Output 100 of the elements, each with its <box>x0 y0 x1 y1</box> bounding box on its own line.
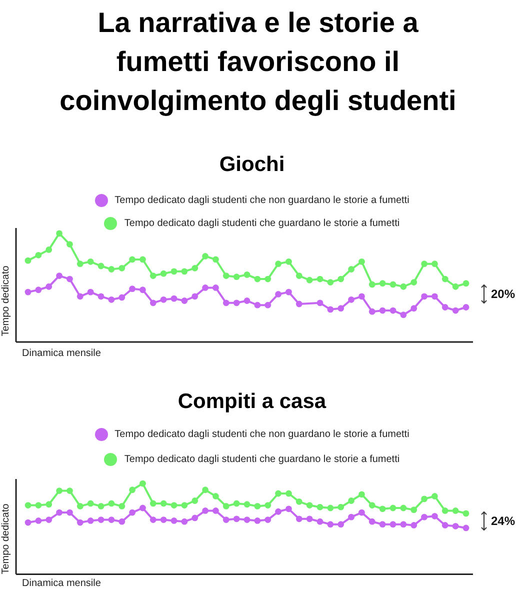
point <box>327 279 334 286</box>
point <box>150 272 156 279</box>
legend-label: Tempo dedicato dagli studenti che guardano le storie a fumetti <box>124 454 400 464</box>
point <box>368 518 376 525</box>
point <box>24 502 32 508</box>
point <box>66 487 73 494</box>
point <box>286 490 292 496</box>
point <box>244 271 250 278</box>
point <box>118 294 126 301</box>
point <box>410 305 418 312</box>
point <box>432 260 438 268</box>
point <box>24 288 32 296</box>
point <box>316 504 324 510</box>
point <box>108 266 115 272</box>
point <box>150 300 156 306</box>
point <box>108 516 115 523</box>
point <box>202 486 208 493</box>
point <box>129 286 136 292</box>
point <box>254 517 261 524</box>
y-axis-title: Tempo dedicato <box>0 504 12 574</box>
point <box>358 509 365 516</box>
point <box>129 509 136 516</box>
point <box>306 276 313 284</box>
point <box>452 522 459 530</box>
point <box>170 517 178 524</box>
x-axis-title: Dinamica mensile <box>22 578 101 589</box>
point <box>432 293 438 300</box>
point <box>316 300 324 306</box>
point <box>35 286 42 294</box>
point <box>431 512 438 520</box>
point <box>410 506 418 513</box>
point <box>338 504 344 510</box>
point <box>275 490 282 496</box>
point <box>410 279 418 286</box>
point <box>286 506 292 512</box>
point <box>233 515 240 522</box>
point <box>56 230 62 237</box>
point <box>421 514 428 520</box>
point <box>56 272 62 279</box>
point <box>160 270 167 277</box>
point <box>254 502 261 510</box>
point <box>129 486 136 493</box>
point <box>286 288 292 296</box>
point <box>24 519 32 526</box>
point <box>327 520 334 528</box>
point <box>296 498 302 505</box>
point <box>358 293 365 300</box>
point <box>400 520 407 528</box>
legend-label: Tempo dedicato dagli studenti che non guardano le storie a fumetti <box>114 194 410 206</box>
point <box>24 257 32 264</box>
point <box>338 305 344 312</box>
point <box>233 500 240 506</box>
point <box>368 281 376 288</box>
point <box>348 266 354 272</box>
point <box>160 500 167 506</box>
point <box>306 502 313 508</box>
point <box>327 504 334 512</box>
point <box>181 298 188 304</box>
point <box>170 295 178 302</box>
point <box>275 291 282 298</box>
point <box>348 497 354 504</box>
chart-title: La narrativa e le storie a fumetti favoriscono il coinvolgimento degli studenti <box>58 6 458 118</box>
point <box>140 504 146 512</box>
point <box>400 312 407 318</box>
point <box>98 293 104 300</box>
point <box>212 492 219 500</box>
point <box>181 502 188 508</box>
point <box>66 241 73 248</box>
point <box>140 286 146 294</box>
point <box>233 300 240 306</box>
point <box>462 524 470 531</box>
point <box>390 281 396 288</box>
point <box>35 517 42 524</box>
point <box>98 502 104 510</box>
point <box>76 519 84 526</box>
point <box>181 518 188 525</box>
point <box>244 516 250 523</box>
point <box>192 264 198 272</box>
point <box>87 517 94 524</box>
point <box>390 504 396 512</box>
point <box>76 293 84 300</box>
point <box>421 260 428 268</box>
point <box>275 260 282 268</box>
point <box>212 507 219 514</box>
point <box>400 504 407 512</box>
point <box>35 502 42 508</box>
point <box>379 280 386 287</box>
point <box>56 487 63 494</box>
point <box>76 260 84 268</box>
legend-label: Tempo dedicato dagli studenti che guardano le storie a fumetti <box>124 218 400 228</box>
point <box>254 276 261 282</box>
point <box>390 520 396 528</box>
point <box>316 518 324 525</box>
point <box>192 497 198 504</box>
point <box>296 300 302 308</box>
point <box>421 496 428 502</box>
point <box>462 280 470 287</box>
point <box>244 500 250 508</box>
point <box>118 264 126 272</box>
point <box>192 293 198 300</box>
